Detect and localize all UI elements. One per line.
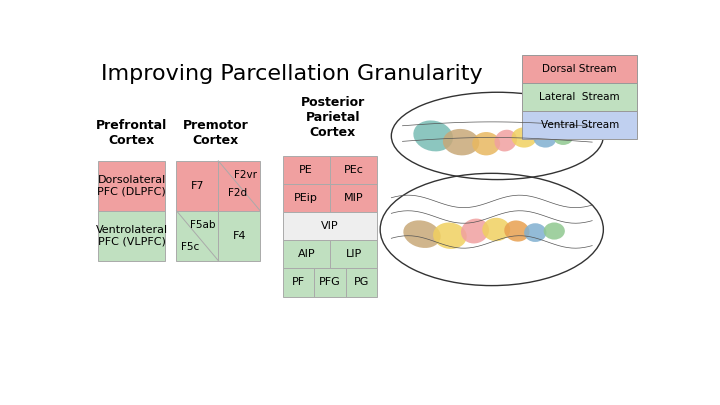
FancyBboxPatch shape	[218, 211, 260, 261]
Text: F4: F4	[233, 231, 246, 241]
FancyBboxPatch shape	[282, 241, 330, 269]
Ellipse shape	[534, 130, 556, 147]
FancyBboxPatch shape	[523, 111, 637, 139]
Text: PE: PE	[300, 165, 313, 175]
Text: Ventral Stream: Ventral Stream	[541, 120, 618, 130]
Text: Premotor
Cortex: Premotor Cortex	[183, 119, 248, 147]
Ellipse shape	[443, 129, 480, 156]
Text: Dorsal Stream: Dorsal Stream	[542, 64, 617, 74]
Text: PEip: PEip	[294, 193, 318, 203]
Text: VIP: VIP	[321, 222, 338, 231]
Ellipse shape	[403, 220, 441, 248]
FancyBboxPatch shape	[176, 161, 218, 211]
Text: PEc: PEc	[343, 165, 364, 175]
Text: Prefrontal
Cortex: Prefrontal Cortex	[96, 119, 168, 147]
FancyBboxPatch shape	[99, 161, 166, 211]
Text: PFG: PFG	[320, 277, 341, 288]
Ellipse shape	[433, 222, 467, 249]
Text: Dorsolateral
PFC (DLPFC): Dorsolateral PFC (DLPFC)	[97, 175, 166, 196]
FancyBboxPatch shape	[282, 156, 330, 184]
Text: F2vr: F2vr	[234, 170, 257, 180]
FancyBboxPatch shape	[99, 211, 166, 261]
Text: Lateral  Stream: Lateral Stream	[539, 92, 620, 102]
Ellipse shape	[504, 220, 529, 242]
Text: F7: F7	[191, 181, 204, 191]
Text: PF: PF	[292, 277, 305, 288]
Text: Improving Parcellation Granularity: Improving Parcellation Granularity	[101, 64, 483, 84]
Text: Ventrolateral
PFC (VLPFC): Ventrolateral PFC (VLPFC)	[96, 225, 168, 247]
FancyBboxPatch shape	[330, 156, 377, 184]
Text: F5c: F5c	[181, 242, 199, 252]
FancyBboxPatch shape	[330, 184, 377, 212]
FancyBboxPatch shape	[315, 269, 346, 296]
Text: PG: PG	[354, 277, 369, 288]
Text: Posterior
Parietal
Cortex: Posterior Parietal Cortex	[301, 96, 365, 139]
FancyBboxPatch shape	[346, 269, 377, 296]
Ellipse shape	[554, 130, 573, 145]
FancyBboxPatch shape	[282, 212, 377, 241]
Ellipse shape	[524, 223, 546, 242]
Ellipse shape	[461, 219, 489, 243]
Ellipse shape	[544, 222, 565, 240]
FancyBboxPatch shape	[282, 184, 330, 212]
FancyBboxPatch shape	[176, 211, 218, 261]
Text: AIP: AIP	[297, 249, 315, 260]
Text: F5ab: F5ab	[189, 220, 215, 230]
FancyBboxPatch shape	[523, 55, 637, 83]
Ellipse shape	[482, 218, 510, 241]
FancyBboxPatch shape	[218, 161, 260, 211]
FancyBboxPatch shape	[330, 241, 377, 269]
Ellipse shape	[495, 130, 517, 151]
Text: F2d: F2d	[228, 188, 247, 198]
FancyBboxPatch shape	[523, 83, 637, 111]
Text: LIP: LIP	[346, 249, 361, 260]
Ellipse shape	[472, 132, 500, 156]
Ellipse shape	[512, 127, 536, 147]
FancyBboxPatch shape	[282, 269, 315, 296]
Text: MIP: MIP	[344, 193, 364, 203]
Ellipse shape	[413, 120, 453, 151]
